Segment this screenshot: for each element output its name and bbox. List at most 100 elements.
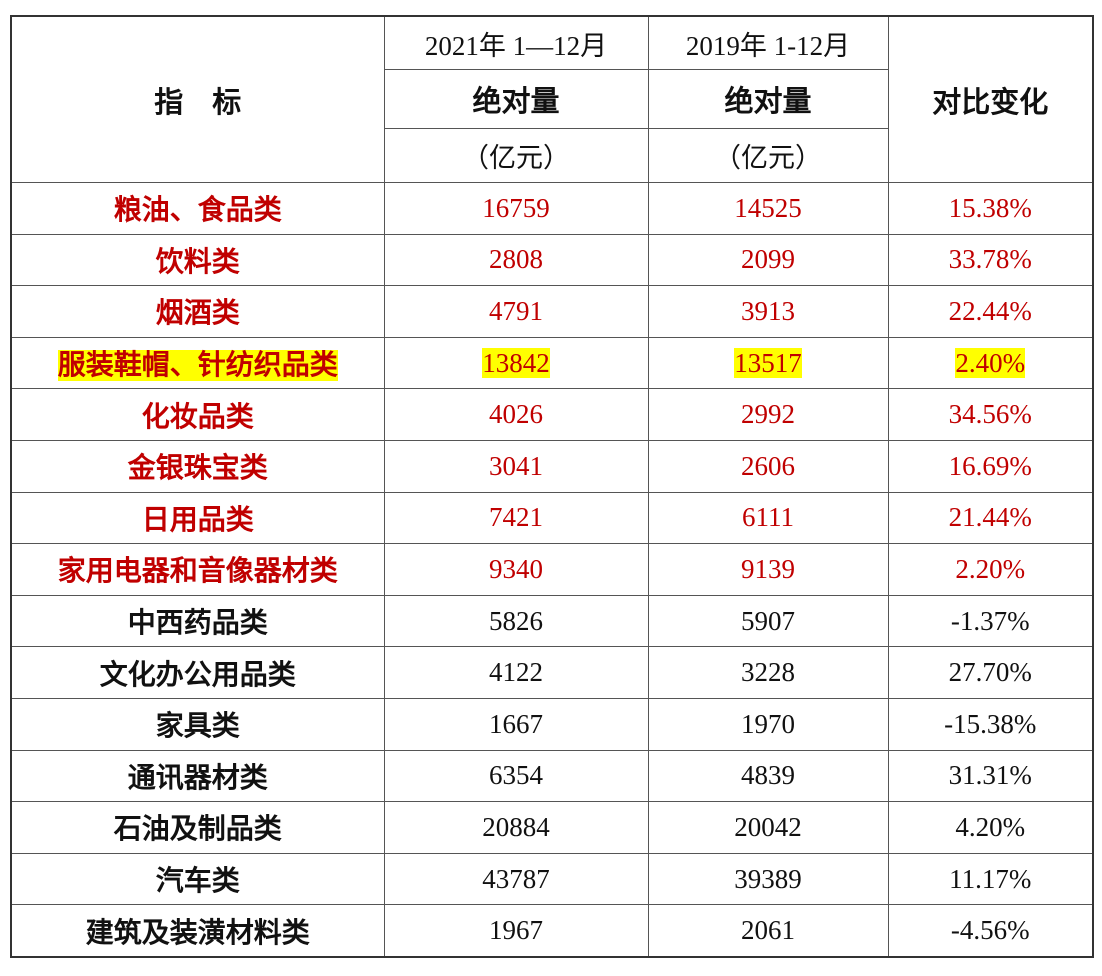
cell: 7421 bbox=[383, 491, 649, 545]
table-body: 粮油、食品类 16759 14525 15.38% 饮料类 2808 2099 33.78% 烟… bbox=[10, 182, 1094, 958]
cell: 6111 bbox=[647, 491, 889, 545]
cell-value: 1970 bbox=[741, 708, 795, 739]
row-label: 金银珠宝类 bbox=[127, 453, 268, 485]
cell-value: 3041 bbox=[489, 450, 543, 481]
cell-value: 21.44% bbox=[948, 502, 1032, 533]
cell-value: 2808 bbox=[489, 244, 543, 275]
header-unit: （亿元） bbox=[383, 128, 649, 183]
cell: 27.70% bbox=[887, 646, 1094, 699]
cell: -4.56% bbox=[887, 904, 1094, 958]
cell: 33.78% bbox=[887, 233, 1094, 287]
cell-value: 4026 bbox=[489, 399, 543, 430]
cell: 饮料类 bbox=[10, 233, 385, 287]
cell: -1.37% bbox=[887, 594, 1094, 648]
table-header: 指 标 2021年 1—12月 2019年 1-12月 对比变化 绝对量 绝对量… bbox=[10, 15, 1094, 183]
cell-value: 5826 bbox=[489, 605, 543, 636]
cell-value: 2.40% bbox=[955, 347, 1026, 378]
cell: 日用品类 bbox=[10, 491, 385, 545]
table-row: 饮料类 2808 2099 33.78% bbox=[10, 233, 1094, 287]
cell-value: 34.56% bbox=[948, 399, 1032, 430]
cell-value: 4791 bbox=[489, 295, 543, 326]
cell-value: 22.44% bbox=[948, 295, 1032, 326]
row-label: 石油及制品类 bbox=[113, 814, 282, 846]
cell: 金银珠宝类 bbox=[10, 439, 385, 493]
table-row: 石油及制品类 20884 20042 4.20% bbox=[10, 801, 1094, 854]
header-measure: 绝对量 bbox=[647, 69, 889, 129]
cell-value: 9139 bbox=[741, 553, 795, 584]
cell-value: 11.17% bbox=[949, 863, 1032, 894]
row-label: 中西药品类 bbox=[127, 608, 268, 640]
cell: 烟酒类 bbox=[10, 285, 385, 338]
cell: 13842 bbox=[383, 336, 649, 390]
cell-value: 4122 bbox=[489, 657, 543, 688]
cell-value: 9340 bbox=[489, 553, 543, 584]
cell: 2.20% bbox=[887, 543, 1094, 596]
cell: 1970 bbox=[647, 697, 889, 751]
row-label: 家用电器和音像器材类 bbox=[57, 556, 338, 588]
cell: 2808 bbox=[383, 233, 649, 287]
cell-value: 3913 bbox=[741, 295, 795, 326]
cell: 化妆品类 bbox=[10, 388, 385, 441]
cell-value: 13842 bbox=[482, 347, 550, 378]
cell: 20042 bbox=[647, 801, 889, 854]
cell-value: 7421 bbox=[489, 502, 543, 533]
cell: 34.56% bbox=[887, 388, 1094, 441]
cell: 3913 bbox=[647, 285, 889, 338]
table-row: 烟酒类 4791 3913 22.44% bbox=[10, 285, 1094, 338]
cell-value: 13517 bbox=[734, 347, 802, 378]
cell-value: 2061 bbox=[741, 915, 795, 946]
cell-value: 6354 bbox=[489, 760, 543, 791]
row-label: 服装鞋帽、针纺织品类 bbox=[57, 350, 338, 382]
cell: 汽车类 bbox=[10, 852, 385, 906]
cell: 中西药品类 bbox=[10, 594, 385, 648]
cell-value: 2.20% bbox=[955, 553, 1026, 584]
cell: 服装鞋帽、针纺织品类 bbox=[10, 336, 385, 390]
cell: 3228 bbox=[647, 646, 889, 699]
table-row: 家用电器和音像器材类 9340 9139 2.20% bbox=[10, 543, 1094, 596]
table-row: 文化办公用品类 4122 3228 27.70% bbox=[10, 646, 1094, 699]
cell-value: 2992 bbox=[741, 399, 795, 430]
cell: 通讯器材类 bbox=[10, 749, 385, 803]
row-label: 通讯器材类 bbox=[127, 762, 268, 794]
row-label: 化妆品类 bbox=[141, 401, 254, 433]
cell: 43787 bbox=[383, 852, 649, 906]
cell-value: 4.20% bbox=[955, 811, 1026, 842]
cell: 4791 bbox=[383, 285, 649, 338]
cell-value: 6111 bbox=[742, 502, 794, 533]
cell-value: 3228 bbox=[741, 657, 795, 688]
cell: 文化办公用品类 bbox=[10, 646, 385, 699]
data-table: 指 标 2021年 1—12月 2019年 1-12月 对比变化 绝对量 绝对量… bbox=[10, 15, 1094, 958]
row-label: 建筑及装潢材料类 bbox=[85, 917, 310, 949]
cell-value: 5907 bbox=[741, 605, 795, 636]
cell: 14525 bbox=[647, 182, 889, 235]
cell: 9340 bbox=[383, 543, 649, 596]
table-row: 汽车类 43787 39389 11.17% bbox=[10, 852, 1094, 906]
cell-value: 14525 bbox=[734, 192, 802, 223]
cell: 21.44% bbox=[887, 491, 1094, 545]
cell: 22.44% bbox=[887, 285, 1094, 338]
row-label: 烟酒类 bbox=[155, 298, 240, 330]
row-label: 汽车类 bbox=[155, 866, 240, 898]
cell: 15.38% bbox=[887, 182, 1094, 235]
cell: 1967 bbox=[383, 904, 649, 958]
cell-value: 31.31% bbox=[948, 760, 1032, 791]
cell-value: 20042 bbox=[734, 811, 802, 842]
cell: 4.20% bbox=[887, 801, 1094, 854]
cell-value: 16.69% bbox=[948, 450, 1032, 481]
cell: 13517 bbox=[647, 336, 889, 390]
cell: 6354 bbox=[383, 749, 649, 803]
cell-value: 33.78% bbox=[948, 244, 1032, 275]
row-label: 饮料类 bbox=[155, 246, 240, 278]
cell: 2606 bbox=[647, 439, 889, 493]
cell: 20884 bbox=[383, 801, 649, 854]
cell-value: 1967 bbox=[489, 915, 543, 946]
cell: 4839 bbox=[647, 749, 889, 803]
cell: 家用电器和音像器材类 bbox=[10, 543, 385, 596]
cell-value: 39389 bbox=[734, 863, 802, 894]
header-2019: 2019年 1-12月 bbox=[647, 15, 889, 70]
cell: 2061 bbox=[647, 904, 889, 958]
cell: 2992 bbox=[647, 388, 889, 441]
header-change: 对比变化 bbox=[887, 15, 1094, 183]
cell-value: 4839 bbox=[741, 760, 795, 791]
